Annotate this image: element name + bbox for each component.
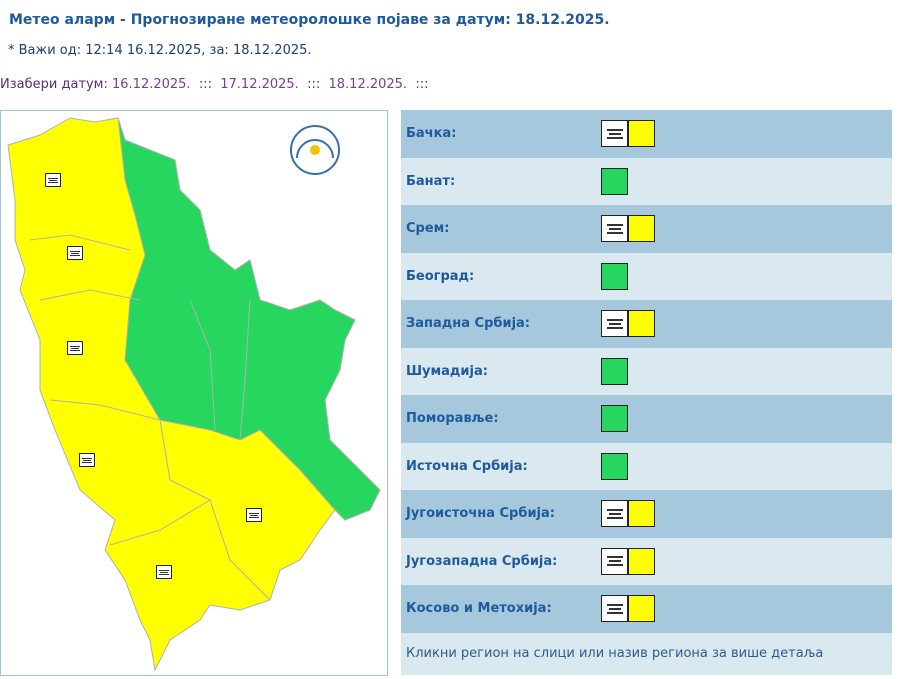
region-row[interactable]: Југоисточна Србија:: [401, 490, 892, 538]
region-row[interactable]: Западна Србија:: [401, 300, 892, 348]
warning-level-yellow: [628, 120, 655, 148]
region-name[interactable]: Срем:: [406, 221, 450, 237]
fog-icon: [67, 341, 83, 355]
warning-icons: [601, 167, 628, 195]
warning-level-yellow: [628, 595, 655, 623]
region-row[interactable]: Срем:: [401, 205, 892, 253]
fog-icon: [601, 595, 628, 623]
fog-icon: [67, 246, 83, 260]
serbia-map[interactable]: [0, 110, 388, 676]
fog-icon: [601, 215, 628, 243]
warning-level-yellow: [628, 215, 655, 243]
region-table: Бачка: Банат: Срем: Београд: Западна Србија:…: [401, 110, 892, 675]
fog-icon: [601, 547, 628, 575]
warning-icons: [601, 595, 655, 623]
region-name[interactable]: Београд:: [406, 268, 475, 284]
region-row[interactable]: Београд:: [401, 252, 892, 300]
date-link-2[interactable]: 17.12.2025.: [220, 77, 299, 92]
page-title: Метео аларм - Прогнозиране метеоролошке …: [9, 12, 610, 28]
warning-level-green: [601, 167, 628, 195]
fog-icon: [601, 500, 628, 528]
warning-level-green: [601, 357, 628, 385]
table-footer-hint: Кликни регион на слици или назив региона…: [401, 632, 892, 675]
region-row[interactable]: Источна Србија:: [401, 442, 892, 490]
warning-icons: [601, 310, 655, 338]
region-name[interactable]: Западна Србија:: [406, 316, 531, 332]
region-row[interactable]: Косово и Метохија:: [401, 585, 892, 633]
date-link-1[interactable]: 16.12.2025.: [112, 77, 191, 92]
region-row[interactable]: Шумадија:: [401, 347, 892, 395]
fog-icon: [601, 120, 628, 148]
date-link-3[interactable]: 18.12.2025.: [328, 77, 408, 92]
region-row[interactable]: Југозападна Србија:: [401, 537, 892, 585]
warning-icons: [601, 500, 655, 528]
warning-icons: [601, 357, 628, 385]
region-name[interactable]: Бачка:: [406, 126, 457, 142]
fog-icon: [79, 453, 95, 467]
warning-icons: [601, 262, 628, 290]
warning-level-green: [601, 262, 628, 290]
separator: :::: [198, 77, 212, 92]
warning-level-green: [601, 452, 628, 480]
region-name[interactable]: Шумадија:: [406, 363, 488, 379]
date-picker: Изабери датум: 16.12.2025. ::: 17.12.202…: [0, 77, 428, 92]
warning-level-green: [601, 405, 628, 433]
separator: :::: [415, 77, 429, 92]
warning-level-yellow: [628, 310, 655, 338]
warning-icons: [601, 120, 655, 148]
validity-text: * Важи од: 12:14 16.12.2025, за: 18.12.2…: [8, 43, 312, 58]
date-picker-label: Изабери датум:: [0, 77, 108, 92]
region-row[interactable]: Поморавље:: [401, 395, 892, 443]
warning-icons: [601, 547, 655, 575]
warning-level-yellow: [628, 500, 655, 528]
warning-icons: [601, 452, 628, 480]
region-name[interactable]: Источна Србија:: [406, 458, 528, 474]
warning-icons: [601, 405, 628, 433]
warning-level-yellow: [628, 547, 655, 575]
region-name[interactable]: Косово и Метохија:: [406, 601, 552, 617]
warning-icons: [601, 215, 655, 243]
fog-icon: [246, 508, 262, 522]
region-name[interactable]: Банат:: [406, 173, 456, 189]
region-name[interactable]: Поморавље:: [406, 411, 499, 427]
fog-icon: [45, 173, 61, 187]
region-row[interactable]: Банат:: [401, 157, 892, 205]
region-row[interactable]: Бачка:: [401, 110, 892, 158]
fog-icon: [156, 565, 172, 579]
region-name[interactable]: Југозападна Србија:: [406, 553, 558, 569]
region-name[interactable]: Југоисточна Србија:: [406, 506, 555, 522]
separator: :::: [307, 77, 321, 92]
fog-icon: [601, 310, 628, 338]
